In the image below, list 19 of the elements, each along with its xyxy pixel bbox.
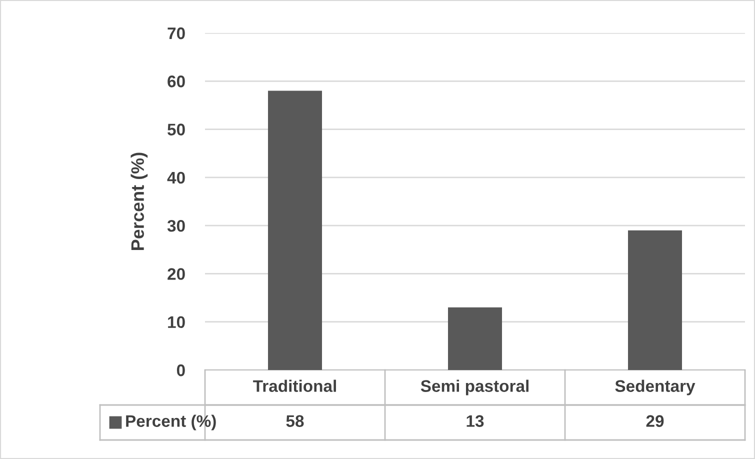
y-tick-label: 40 bbox=[167, 172, 185, 184]
y-tick-label: 50 bbox=[168, 124, 185, 136]
x-tick-label: Semi pastoral bbox=[420, 380, 528, 396]
bar bbox=[268, 90, 322, 370]
y-tick-label: 60 bbox=[168, 76, 185, 88]
y-axis-title: Percent (%) bbox=[130, 152, 148, 250]
x-tick-label: Traditional bbox=[253, 380, 336, 392]
y-tick-label: 0 bbox=[176, 364, 185, 376]
data-label: 58 bbox=[286, 415, 304, 427]
y-tick-label: 70 bbox=[168, 27, 185, 40]
data-label: 29 bbox=[646, 415, 664, 427]
y-tick-label: 30 bbox=[167, 220, 185, 232]
y-tick-label: 20 bbox=[168, 268, 185, 280]
x-tick-label: Sedentary bbox=[615, 380, 696, 396]
legend-label: Percent (%) bbox=[126, 414, 216, 430]
y-tick-label: 10 bbox=[168, 316, 185, 328]
data-label: 13 bbox=[466, 415, 484, 427]
bar bbox=[628, 230, 682, 370]
bar bbox=[448, 307, 502, 370]
